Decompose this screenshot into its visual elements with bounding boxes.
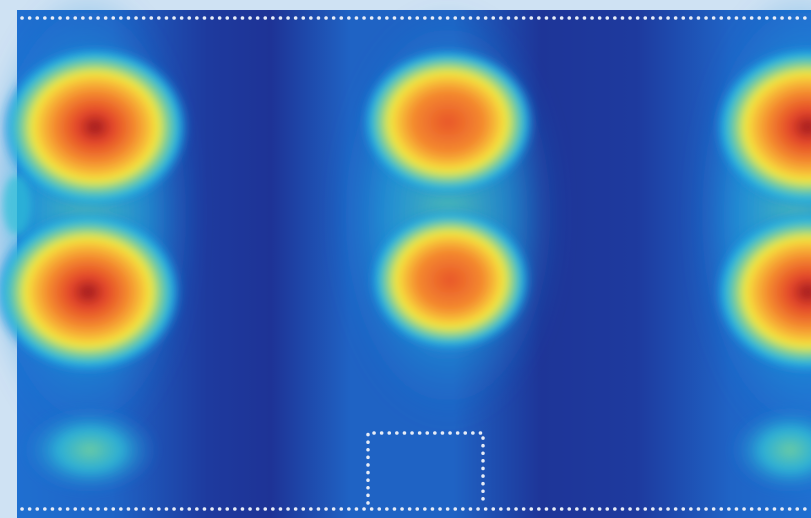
- hot-spot-top-left: [0, 45, 190, 209]
- weak-spot-left: [20, 405, 160, 495]
- weak-spot-right: [728, 405, 811, 495]
- edge-glow-left: [3, 175, 31, 235]
- hot-spot-top-right: [713, 45, 811, 209]
- hot-spot-top-center: [360, 47, 536, 197]
- hot-spot-bottom-right: [713, 210, 811, 374]
- hot-spot-bottom-center: [368, 208, 532, 352]
- dotted-guides: [20, 16, 810, 511]
- hot-spot-bottom-left: [0, 210, 183, 374]
- bottom-center-dotted-box: [366, 431, 485, 505]
